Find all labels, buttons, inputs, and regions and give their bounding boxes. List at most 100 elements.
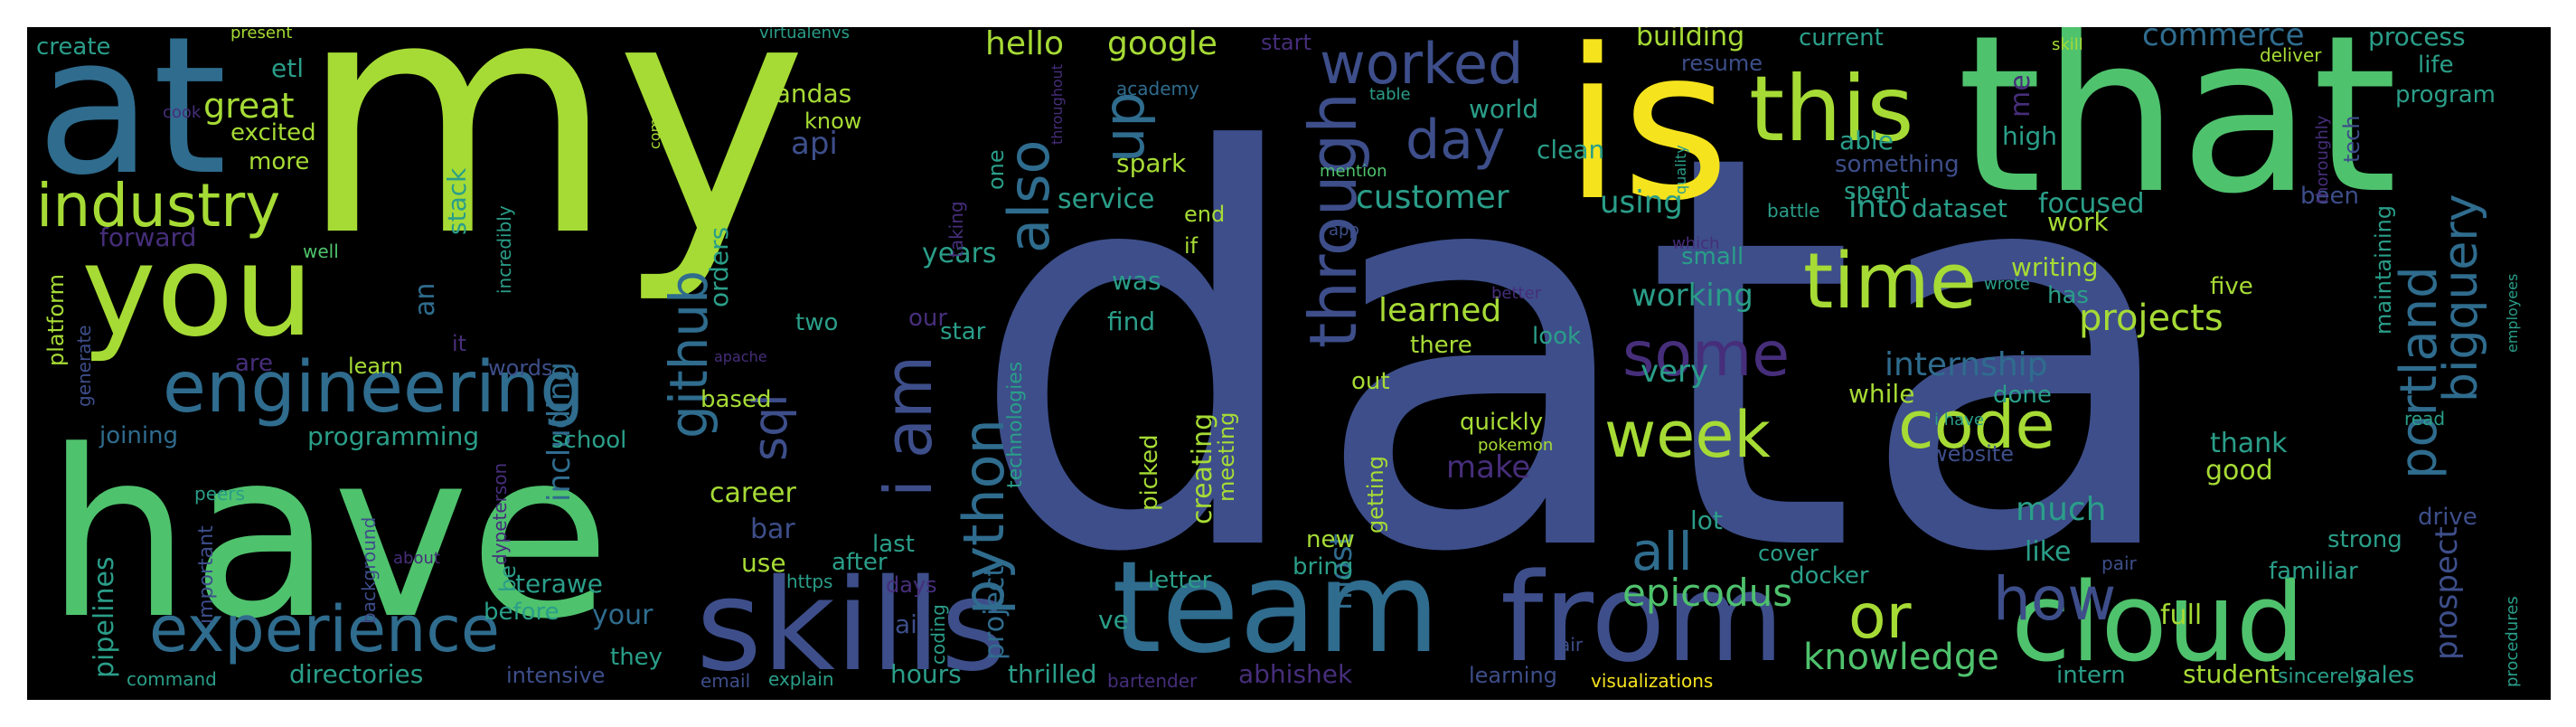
word-deliver: deliver [2260, 44, 2322, 66]
word-technologies: technologies [1004, 362, 1027, 488]
word-which: which [1672, 234, 1719, 253]
word-epicodus: epicodus [1622, 571, 1792, 615]
word-getting: getting [1363, 456, 1388, 533]
word-dataset: dataset [1912, 194, 2007, 223]
word-platform: platform [43, 274, 69, 366]
word-procedures: procedures [2503, 596, 2522, 687]
word-intern: intern [2056, 662, 2126, 689]
word-sales: sales [2355, 662, 2414, 689]
word-commerce: commerce [2142, 27, 2305, 53]
word-coding: coding [927, 604, 949, 665]
word-if: if [1184, 233, 1199, 259]
word-our: our [908, 305, 947, 332]
word-dypeterson: dypeterson [489, 463, 511, 565]
word-done: done [1993, 382, 2052, 409]
word-sincerely: sincerely [2278, 666, 2366, 688]
word-skill: skill [2052, 35, 2083, 54]
word-excited: excited [230, 119, 316, 146]
word-one: one [983, 149, 1009, 190]
word-project: project [979, 566, 1011, 660]
word-bar: bar [750, 514, 795, 545]
word-read: read [2404, 408, 2445, 430]
word-bartender: bartender [1107, 670, 1198, 692]
word-program: program [2395, 81, 2496, 109]
word-letter: letter [1148, 567, 1212, 594]
word-last: last [872, 531, 915, 558]
word-important: important [195, 525, 218, 624]
word-hours: hours [890, 659, 962, 689]
word-worked: worked [1320, 31, 1523, 97]
word-joining: joining [99, 422, 178, 449]
word-projects: projects [2079, 297, 2223, 339]
word-into: into [1848, 189, 1907, 225]
word-directories: directories [289, 659, 423, 689]
word-thank: thank [2210, 428, 2288, 459]
word-full: full [2160, 600, 2202, 631]
word-student: student [2183, 659, 2280, 689]
word-throughout: throughout [1048, 64, 1066, 145]
word-present: present [230, 27, 292, 42]
word-experience: experience [149, 592, 500, 666]
word-generate: generate [73, 325, 95, 407]
word-based: based [700, 386, 771, 413]
word-email: email [700, 670, 750, 692]
word-sql: sql [744, 393, 798, 461]
word-resume: resume [1681, 51, 1763, 76]
word-most: most [1323, 533, 1359, 610]
word-new: new [1306, 526, 1355, 553]
word-career: career [710, 477, 796, 509]
word-much: much [2016, 491, 2107, 528]
word-cover: cover [1758, 541, 1819, 566]
word-wrote: wrote [1984, 275, 2030, 294]
word-before: before [484, 599, 559, 626]
word-visualizations: visualizations [1591, 670, 1713, 692]
word-strong: strong [2327, 526, 2402, 553]
word-words: words [488, 355, 553, 381]
word-api: api [791, 126, 838, 162]
word-be: be [495, 565, 521, 592]
word-find: find [1107, 307, 1155, 336]
word-https: https [786, 571, 832, 592]
word-two: two [795, 309, 838, 336]
word-has: has [2047, 282, 2089, 309]
word-great: great [203, 86, 294, 126]
word-data: data [967, 39, 2188, 671]
word-learning: learning [1469, 663, 1557, 688]
word-well: well [303, 241, 339, 262]
word-world: world [1469, 94, 1538, 124]
word-make: make [1446, 449, 1530, 486]
word-that: that [1957, 27, 2397, 241]
word-spent: spent [1844, 178, 1910, 205]
word-they: they [610, 644, 663, 671]
word-start: start [1261, 30, 1312, 55]
word-five: five [2210, 273, 2253, 300]
word-incredibly: incredibly [494, 205, 515, 294]
word-command: command [127, 668, 217, 690]
word-abhishek: abhishek [1238, 659, 1353, 689]
word-very: very [1641, 354, 1708, 390]
word-app: app [1329, 221, 1359, 240]
word-meeting: meeting [1214, 412, 1239, 502]
word-school: school [551, 427, 626, 454]
word-at: at [36, 27, 227, 217]
word-pipelines: pipelines [89, 556, 120, 678]
word-your: your [592, 600, 653, 631]
word-time: time [1803, 237, 1977, 326]
word-programming: programming [307, 421, 479, 451]
word-high: high [2002, 121, 2057, 151]
word-day: day [1406, 109, 1505, 172]
word-you: you [81, 218, 314, 365]
word-something: something [1835, 151, 1960, 178]
word-clean: clean [1537, 135, 1604, 165]
word-air: air [1559, 634, 1584, 656]
word-use: use [741, 548, 786, 578]
word-creating: creating [1187, 413, 1218, 524]
word-academy: academy [1116, 78, 1199, 99]
word-writing: writing [2011, 252, 2098, 282]
word-life: life [2418, 52, 2454, 79]
word-working: working [1631, 278, 1753, 314]
word-etl: etl [271, 53, 304, 83]
word-create: create [36, 33, 111, 61]
word-maintaining: maintaining [2371, 205, 2396, 335]
word-quality: quality [1672, 145, 1689, 194]
